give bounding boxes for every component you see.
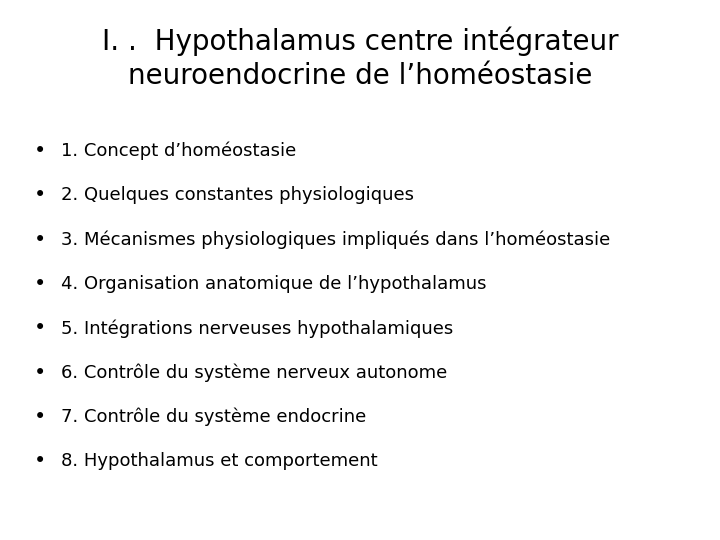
Text: 6. Contrôle du système nerveux autonome: 6. Contrôle du système nerveux autonome xyxy=(61,363,447,382)
Text: 7. Contrôle du système endocrine: 7. Contrôle du système endocrine xyxy=(61,408,366,426)
Text: •: • xyxy=(33,230,46,250)
Text: •: • xyxy=(33,451,46,471)
Text: 5. Intégrations nerveuses hypothalamiques: 5. Intégrations nerveuses hypothalamique… xyxy=(61,319,454,338)
Text: 2. Quelques constantes physiologiques: 2. Quelques constantes physiologiques xyxy=(61,186,414,205)
Text: 3. Mécanismes physiologiques impliqués dans l’homéostasie: 3. Mécanismes physiologiques impliqués d… xyxy=(61,231,611,249)
Text: •: • xyxy=(33,318,46,339)
Text: 8. Hypothalamus et comportement: 8. Hypothalamus et comportement xyxy=(61,452,378,470)
Text: •: • xyxy=(33,185,46,206)
Text: 1. Concept d’homéostasie: 1. Concept d’homéostasie xyxy=(61,142,297,160)
Text: •: • xyxy=(33,362,46,383)
Text: •: • xyxy=(33,274,46,294)
Text: 4. Organisation anatomique de l’hypothalamus: 4. Organisation anatomique de l’hypothal… xyxy=(61,275,487,293)
Text: I. .  Hypothalamus centre intégrateur
neuroendocrine de l’homéostasie: I. . Hypothalamus centre intégrateur neu… xyxy=(102,27,618,90)
Text: •: • xyxy=(33,407,46,427)
Text: •: • xyxy=(33,141,46,161)
